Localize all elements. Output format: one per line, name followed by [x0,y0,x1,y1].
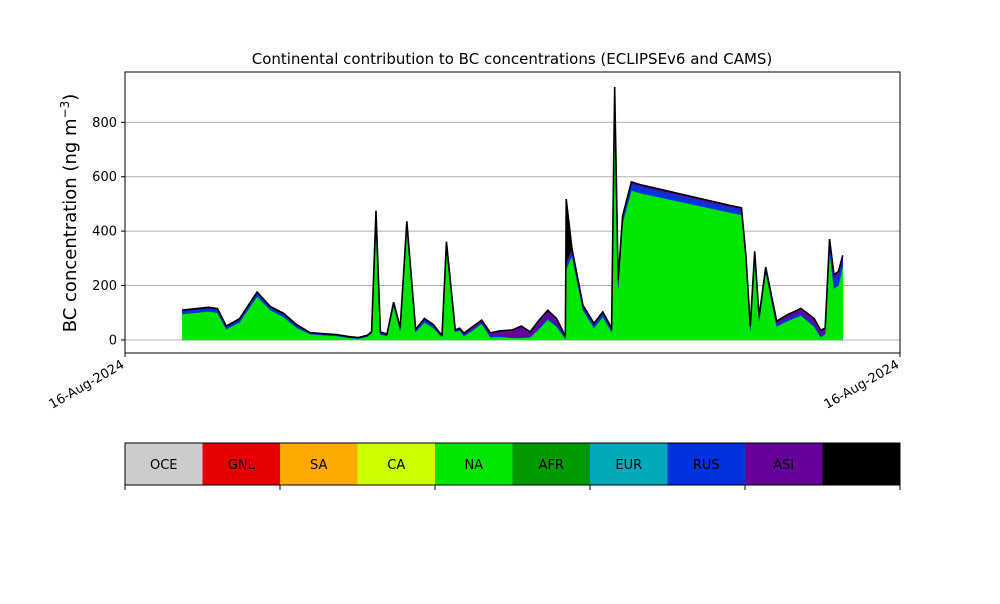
y-tick-label: 200 [92,279,117,294]
legend-swatch-ca [357,443,436,485]
y-tick-label: 400 [92,225,117,240]
legend-label-afr: AFR [539,458,564,473]
x-tick-label: 16-Aug-2024 [822,357,902,412]
legend-swatch-aus [822,443,901,485]
legend-swatch-gnl [202,443,281,485]
legend-label-aus: AUS [848,458,875,473]
y-tick-layer: 0 200 400 600 800 [92,116,125,348]
y-axis-label-close: ) [60,94,81,101]
area-layer [181,86,844,341]
legend-frame [124,442,901,486]
y-axis-label: BC concentration (ng m−3) [58,94,81,333]
y-tick-label: 800 [92,116,117,131]
grid-layer [125,121,900,341]
legend-label-eur: EUR [615,458,642,473]
legend-swatch-afr [512,443,591,485]
legend-swatch-oce [125,443,203,485]
y-tick-label: 600 [92,170,117,185]
x-tick-layer: 16-Aug-2024 16-Aug-2024 [47,353,902,413]
legend-swatch-rus [667,443,746,485]
chart-title: Continental contribution to BC concentra… [252,50,773,68]
legend-label-ca: CA [387,458,405,473]
x-tick-label: 16-Aug-2024 [47,357,127,412]
y-tick-label: 0 [109,333,117,348]
legend-label-rus: RUS [693,458,720,473]
axes-layer [124,71,901,354]
colorbar-legend: OCE GNL SA CA NA AFR EUR RUS ASI AUS [124,442,901,490]
legend-swatch-sa [280,443,358,485]
legend-label-oce: OCE [150,458,178,473]
svg-text:BC concentration (ng m−3): BC concentration (ng m−3) [58,94,81,333]
legend-swatch-asi [745,443,823,485]
legend-label-gnl: GNL [228,458,256,473]
y-axis-label-main: BC concentration (ng m [60,118,81,332]
legend-label-asi: ASI [773,458,794,473]
legend-swatch-eur [590,443,668,485]
total-outline [182,86,844,339]
plot-frame [124,71,901,354]
legend-label-sa: SA [310,458,327,473]
legend-swatch-na [435,443,513,485]
legend-label-na: NA [464,458,483,473]
y-axis-label-sup: −3 [58,101,72,119]
